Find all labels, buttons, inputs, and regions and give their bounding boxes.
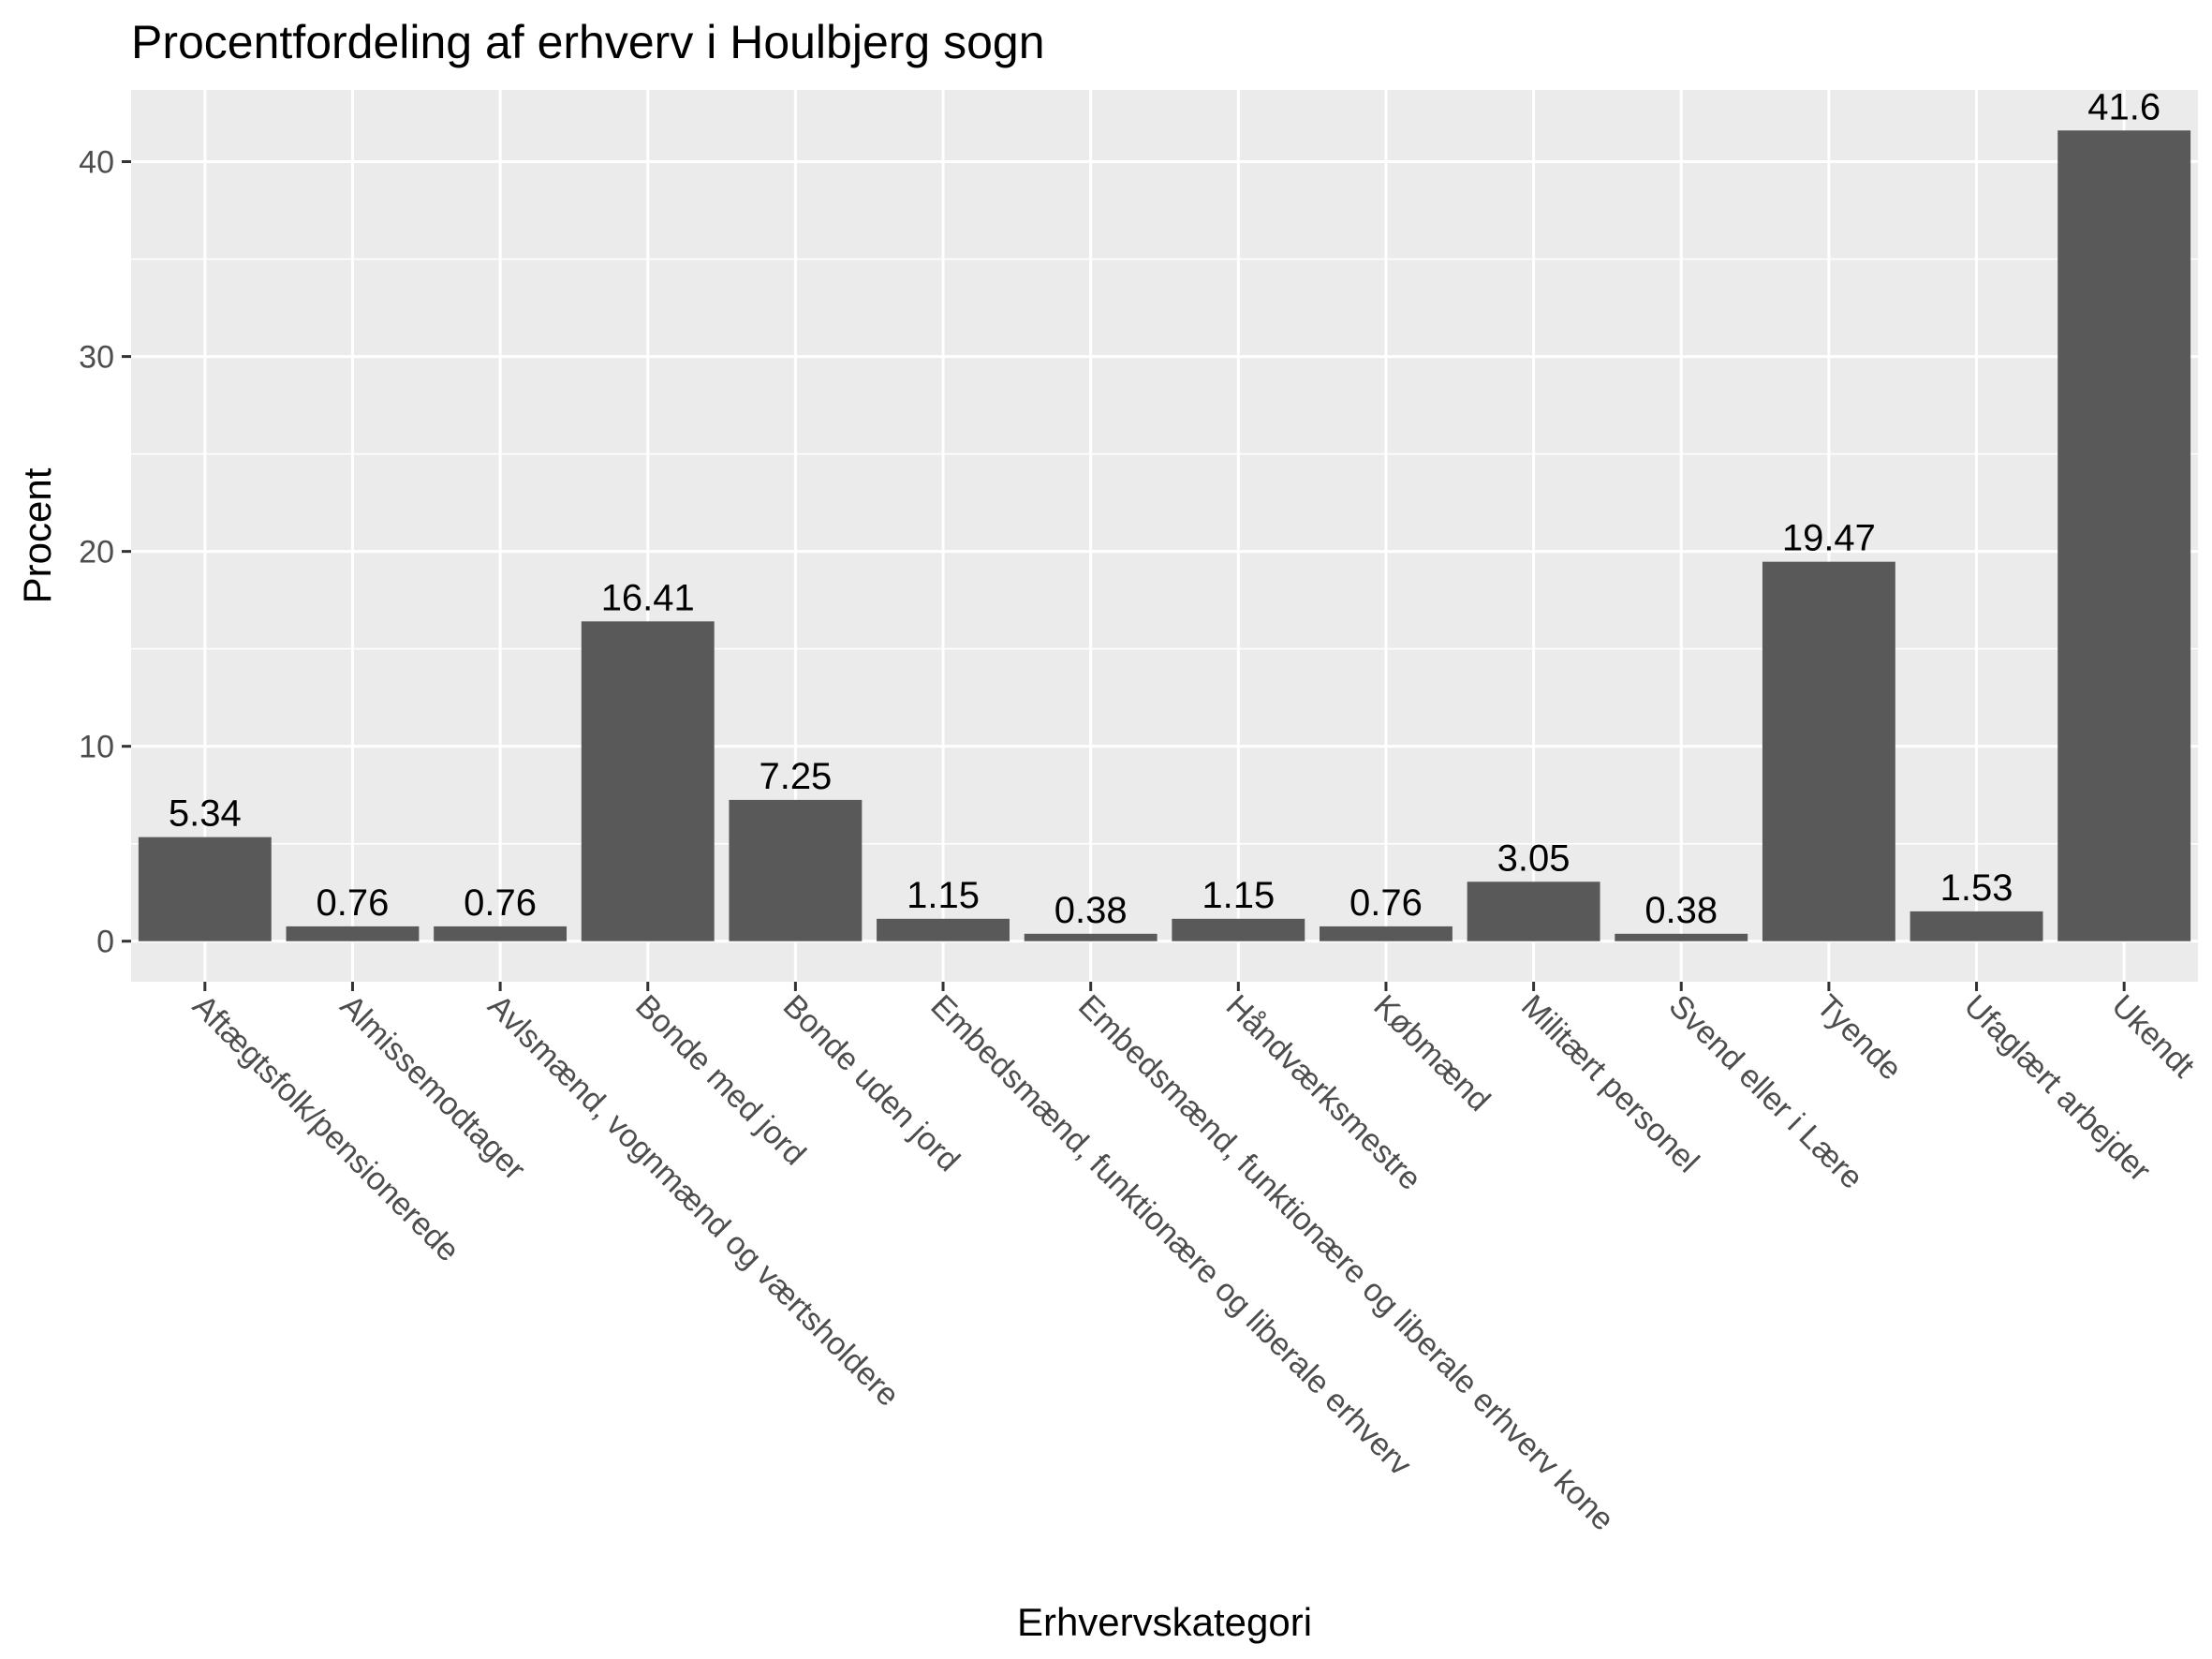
value-label: 19.47: [1782, 518, 1876, 559]
bar: [1024, 933, 1158, 941]
bar: [2057, 130, 2191, 941]
major-gridlines: [131, 90, 2198, 982]
y-tick-label: 10: [79, 730, 114, 765]
bar: [138, 837, 272, 941]
bar: [1172, 918, 1305, 941]
y-axis: 0 10 20 30 40: [79, 145, 131, 960]
value-label: 0.38: [1644, 890, 1718, 931]
chart-title: Procentfordeling af erhverv i Houlbjerg …: [131, 16, 1045, 68]
bar: [729, 799, 863, 941]
value-label: 5.34: [169, 793, 242, 835]
x-axis: Aftægtsfolk/pensioneredeAlmissemodtagerA…: [185, 982, 2202, 1538]
bar: [1320, 926, 1453, 941]
value-label: 16.41: [601, 577, 695, 618]
value-label: 41.6: [2087, 86, 2160, 127]
bar: [877, 918, 1010, 941]
bar: [434, 926, 568, 941]
y-tick-label: 30: [79, 340, 114, 376]
x-axis-title: Erhvervskategori: [1017, 1600, 1312, 1644]
value-labels: 5.34 0.76 0.76 16.41 7.25 1.15 0.38 1.15 0.76 3.0…: [169, 86, 2160, 931]
y-tick-label: 40: [79, 145, 114, 181]
bar: [1467, 881, 1600, 941]
x-tick-label: Embedsmænd, funktionære og liberale erhv…: [1071, 988, 1621, 1538]
value-label: 0.38: [1054, 890, 1128, 931]
y-axis-title: Procent: [15, 467, 59, 603]
bar: [1615, 933, 1748, 941]
value-label: 7.25: [759, 756, 832, 797]
x-tick-label: Tyende: [1809, 988, 1909, 1088]
x-tick-label: Købmænd: [1366, 988, 1497, 1118]
bar: [1762, 561, 1895, 941]
y-tick-label: 0: [96, 925, 114, 960]
bar: [581, 621, 715, 941]
y-tick-label: 20: [79, 535, 114, 570]
value-label: 1.15: [1202, 875, 1275, 916]
bar: [286, 926, 420, 941]
value-label: 3.05: [1497, 837, 1571, 879]
value-label: 0.76: [1349, 882, 1423, 924]
x-tick-label: Aftægtsfolk/pensionerede: [185, 988, 466, 1269]
bar: [1910, 911, 2043, 941]
value-label: 0.76: [464, 882, 537, 924]
value-label: 1.53: [1940, 867, 2013, 909]
value-label: 0.76: [317, 882, 390, 924]
bars: [138, 130, 2191, 941]
x-tick-label: Ukendt: [2105, 988, 2202, 1085]
value-label: 1.15: [907, 875, 980, 916]
